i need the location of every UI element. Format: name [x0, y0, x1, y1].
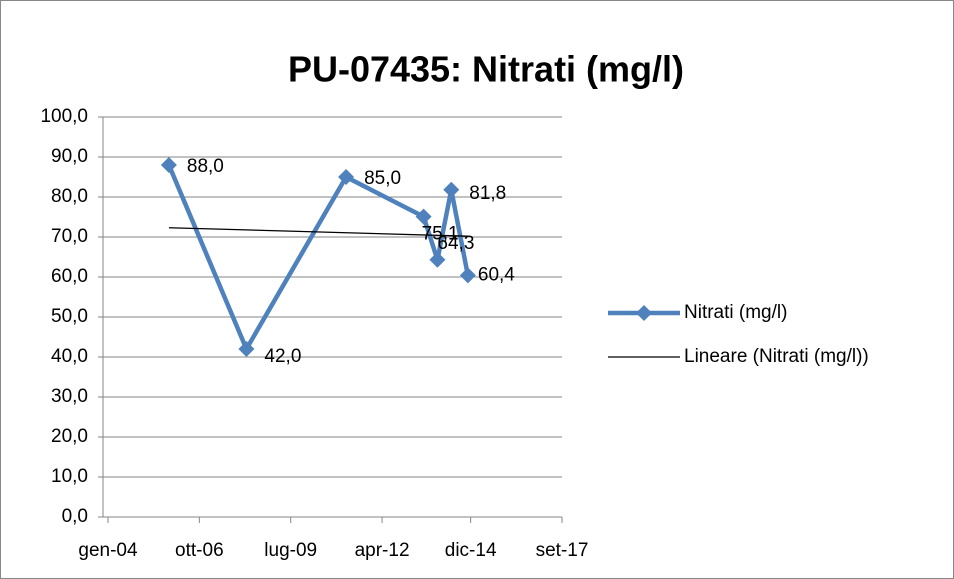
data-label: 81,8 — [469, 183, 506, 204]
data-point — [338, 169, 355, 185]
data-point — [160, 157, 177, 173]
y-tick-label: 40,0 — [51, 346, 88, 367]
legend-label: Lineare (Nitrati (mg/l)) — [684, 346, 869, 367]
data-label: 75,1 — [422, 224, 459, 245]
data-point — [429, 251, 446, 268]
y-tick-label: 70,0 — [51, 226, 88, 247]
data-label: 42,0 — [264, 346, 301, 367]
legend-marker — [636, 305, 652, 321]
trend-line — [168, 227, 468, 237]
data-point — [459, 267, 476, 284]
y-tick-label: 10,0 — [51, 466, 88, 487]
data-point — [415, 208, 432, 225]
data-label: 88,0 — [187, 156, 224, 177]
legend-label: Nitrati (mg/l) — [684, 302, 787, 323]
y-tick-label: 60,0 — [51, 266, 88, 287]
y-tick-label: 50,0 — [51, 306, 88, 327]
data-point — [443, 181, 460, 198]
x-tick-label: ott-06 — [175, 540, 224, 561]
data-label: 85,0 — [364, 168, 401, 189]
y-tick-label: 30,0 — [51, 386, 88, 407]
y-tick-label: 100,0 — [40, 106, 88, 127]
x-tick-label: gen-04 — [78, 540, 138, 561]
y-tick-label: 80,0 — [51, 186, 88, 207]
y-tick-label: 0,0 — [62, 506, 88, 527]
x-tick-label: lug-09 — [264, 540, 317, 561]
x-tick-label: dic-14 — [445, 540, 497, 561]
data-point — [238, 341, 255, 357]
data-label: 60,4 — [478, 264, 515, 285]
chart-title: PU-07435: Nitrati (mg/l) — [288, 49, 684, 90]
y-tick-label: 20,0 — [51, 426, 88, 447]
data-label: 64,3 — [437, 233, 474, 254]
x-tick-label: set-17 — [536, 540, 589, 561]
x-tick-label: apr-12 — [355, 540, 410, 561]
y-tick-label: 90,0 — [51, 146, 88, 167]
